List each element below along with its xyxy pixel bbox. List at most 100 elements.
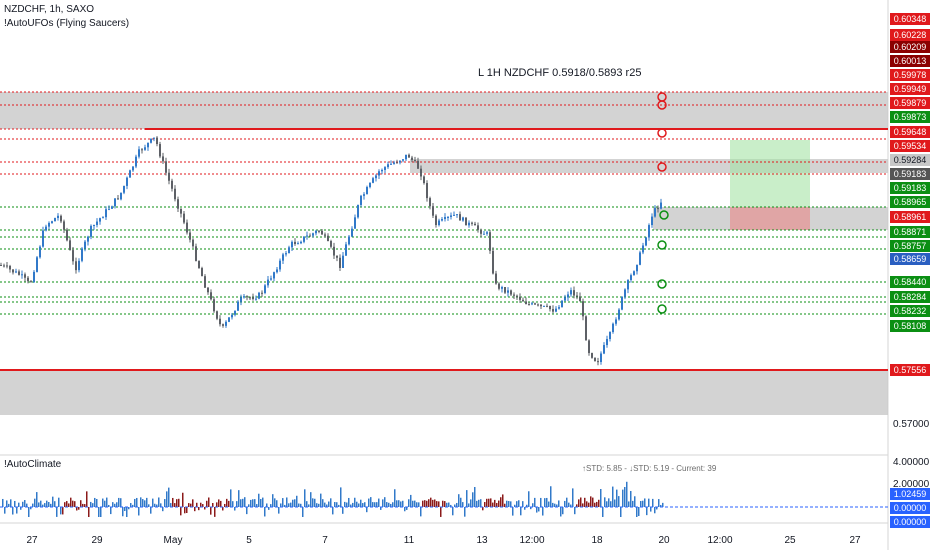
climate-bar	[76, 507, 78, 511]
climate-bar	[266, 503, 268, 507]
climate-bar	[62, 507, 64, 515]
climate-bar	[10, 499, 12, 507]
candle-body	[261, 292, 263, 294]
climate-bar	[124, 507, 126, 512]
climate-bar	[102, 498, 104, 507]
candlestick-series	[0, 136, 662, 366]
climate-bar	[248, 504, 250, 507]
climate-bar	[348, 497, 350, 507]
candle-body	[498, 283, 500, 289]
candle-body	[270, 278, 272, 280]
climate-bar	[250, 499, 252, 507]
climate-bar	[398, 500, 400, 507]
candle-body	[606, 339, 608, 346]
climate-bar	[352, 502, 354, 507]
candle-body	[27, 277, 29, 282]
climate-bar	[12, 507, 14, 515]
candle-body	[564, 297, 566, 301]
candle-body	[183, 213, 185, 223]
candle-body	[177, 199, 179, 209]
climate-bar	[74, 501, 76, 507]
climate-bar	[236, 501, 238, 507]
candle-body	[387, 164, 389, 168]
candle-body	[321, 230, 323, 235]
climate-bar	[284, 504, 286, 507]
climate-bar	[512, 507, 514, 516]
candle-body	[522, 299, 524, 302]
climate-bar	[534, 497, 536, 507]
climate-bar	[568, 502, 570, 507]
climate-bar	[96, 498, 98, 507]
candle-body	[462, 217, 464, 221]
climate-bar	[340, 487, 342, 507]
candle-body	[99, 218, 101, 222]
climate-bar	[276, 500, 278, 507]
climate-bar	[258, 493, 260, 507]
climate-bar	[646, 507, 648, 516]
candle-body	[636, 264, 638, 272]
climate-bar	[602, 507, 604, 517]
candle-body	[294, 241, 296, 245]
climate-bar	[228, 500, 230, 507]
candle-body	[330, 241, 332, 247]
candle-body	[432, 206, 434, 216]
climate-bar	[198, 507, 200, 511]
climate-bar	[244, 497, 246, 507]
candle-body	[657, 208, 659, 210]
climate-bar	[564, 500, 566, 507]
candle-body	[246, 296, 248, 298]
climate-bar	[458, 494, 460, 507]
climate-bar	[268, 507, 270, 510]
climate-bar	[88, 507, 90, 517]
climate-bar	[530, 507, 532, 510]
climate-bar	[162, 507, 164, 512]
climate-bar	[166, 491, 168, 507]
candle-body	[402, 159, 404, 161]
price-tag: 0.59284	[890, 154, 930, 166]
candle-body	[105, 209, 107, 218]
candle-body	[615, 319, 617, 324]
climate-bar	[620, 507, 622, 517]
candle-body	[303, 236, 305, 242]
climate-bar	[510, 501, 512, 507]
price-tag: 0.58757	[890, 240, 930, 252]
climate-bar	[234, 507, 236, 511]
climate-bar	[552, 502, 554, 507]
candle-body	[225, 321, 227, 326]
climate-bar	[264, 507, 266, 517]
climate-bar	[300, 503, 302, 507]
candle-body	[240, 297, 242, 302]
candle-body	[102, 217, 104, 219]
climate-bar	[462, 502, 464, 507]
candle-body	[447, 216, 449, 218]
price-tag: 0.58440	[890, 276, 930, 288]
candle-body	[429, 198, 431, 207]
climate-bar	[366, 507, 368, 513]
climate-bar	[438, 501, 440, 507]
time-tick: 12:00	[707, 535, 733, 546]
climate-bar	[632, 500, 634, 507]
candle-body	[420, 168, 422, 177]
candle-body	[276, 269, 278, 273]
climate-bar	[606, 501, 608, 507]
climate-bar	[382, 499, 384, 507]
climate-bar	[498, 500, 500, 507]
candle-body	[366, 187, 368, 195]
climate-bar	[652, 498, 654, 507]
climate-bar	[20, 507, 22, 510]
climate-bar	[372, 502, 374, 507]
candle-body	[201, 268, 203, 277]
candle-body	[510, 290, 512, 295]
candle-body	[585, 316, 587, 341]
climate-bar	[378, 498, 380, 507]
stop-box[interactable]	[730, 207, 810, 230]
candle-body	[249, 297, 251, 299]
climate-bar	[122, 507, 124, 517]
climate-bar	[336, 502, 338, 507]
candle-body	[282, 254, 284, 261]
candle-body	[450, 215, 452, 217]
candle-body	[381, 169, 383, 172]
candle-body	[21, 274, 23, 276]
climate-bar	[134, 498, 136, 507]
